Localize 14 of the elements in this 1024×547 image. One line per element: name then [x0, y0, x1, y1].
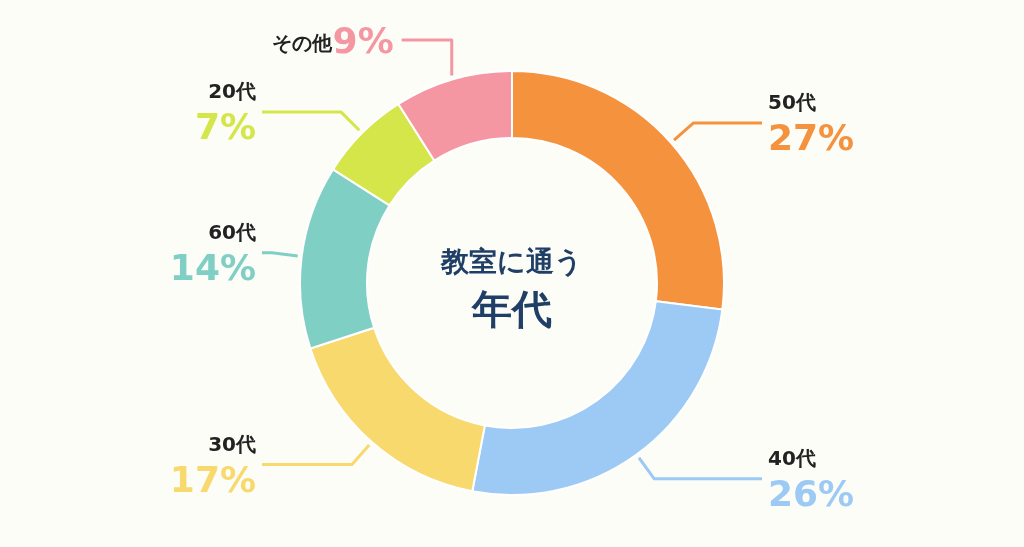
data-label: 27%: [768, 116, 855, 158]
text: 年代: [471, 286, 552, 332]
text: 教室に通う: [440, 245, 583, 278]
data-label: 9%: [332, 20, 394, 61]
data-label: 14%: [169, 246, 256, 288]
slice-label: 40代: [768, 445, 816, 470]
data-label: 17%: [169, 458, 256, 500]
slice-label: 50代: [768, 89, 816, 114]
slice-label: 30代: [208, 431, 256, 456]
data-label: 7%: [194, 105, 256, 147]
slice-label: 20代: [208, 78, 256, 103]
slice-label: 60代: [208, 219, 256, 244]
slice-label: その他: [271, 31, 333, 55]
data-label: 26%: [768, 472, 855, 514]
